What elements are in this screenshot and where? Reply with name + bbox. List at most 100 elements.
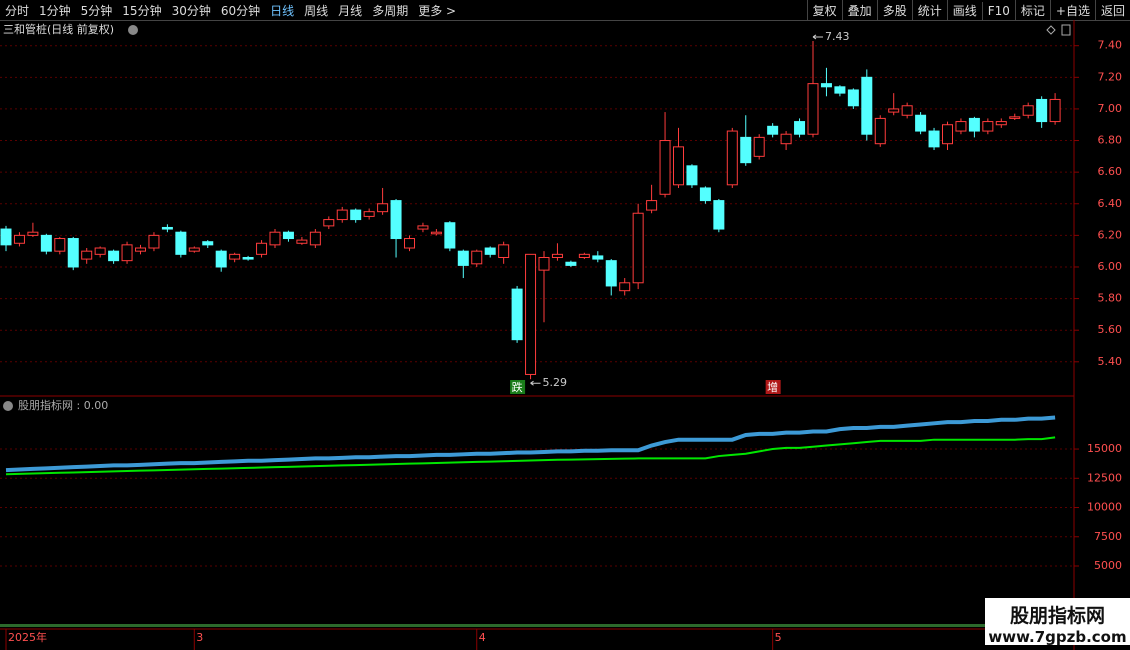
candle-body [269, 231, 281, 246]
x-tick-label: 3 [196, 631, 203, 644]
candle-body [161, 226, 173, 230]
candle-body [578, 253, 590, 258]
indicator-line [5, 436, 1056, 476]
toolbar: 分时 1分钟 5分钟 15分钟 30分钟 60分钟 日线 周线 月线 多周期 更多 > 复权 叠加 多股统… [0, 0, 1130, 21]
toolbar-button[interactable]: 60分钟 [220, 4, 261, 18]
toolbar-button[interactable]: 画线 [946, 0, 982, 21]
candle-body [646, 200, 658, 211]
candle-body [135, 247, 146, 252]
toolbar-button[interactable]: F10 [981, 2, 1015, 20]
candle-body [94, 247, 106, 255]
candle-body [767, 125, 779, 135]
toolbar-button[interactable]: 统计 [911, 0, 947, 21]
candle-body [901, 105, 913, 116]
candle-body [336, 209, 348, 221]
y-tick-label: 6.60 [1098, 165, 1123, 178]
y-tick-label: 5.40 [1098, 355, 1123, 368]
candle-body [592, 255, 604, 260]
toolbar-button[interactable]: 1分钟 [39, 4, 71, 18]
candle-body [27, 231, 39, 236]
extreme-arrow [812, 34, 823, 40]
candle-body [13, 234, 25, 244]
candle-body [686, 165, 698, 186]
watermark-title: 股朋指标网 [1009, 605, 1105, 627]
toolbar-button[interactable]: 多周期 [372, 4, 409, 18]
candle-body [40, 234, 52, 252]
signal-box [765, 380, 781, 394]
candle-body [1036, 98, 1048, 123]
toolbar-button[interactable]: 30分钟 [171, 4, 211, 18]
toolbar-button[interactable]: 5分钟 [80, 4, 113, 18]
candle-body [67, 238, 79, 268]
candle-body [1009, 116, 1021, 119]
toolbar-button[interactable]: 叠加 [841, 0, 877, 21]
candle-body [215, 250, 227, 268]
chart: 5.40 5.60 5.80 6.00 6.20 6.40 6.60 6.80 7.00 7.20… [0, 20, 1130, 650]
candle-body [1022, 105, 1034, 116]
candle-body [242, 256, 254, 260]
toolbar-button[interactable]: 返回 [1094, 0, 1130, 21]
candle-body [108, 250, 120, 262]
candle-body [847, 89, 859, 107]
candle-body [282, 231, 294, 240]
candle-body [498, 244, 510, 258]
volume-strip [0, 624, 1074, 627]
y-tick-label: 7.40 [1098, 39, 1123, 52]
candle-body [794, 121, 806, 135]
toolbar-button[interactable]: 标记 [1014, 0, 1050, 21]
candle-body [202, 241, 214, 246]
candle-body [404, 238, 415, 249]
candle-body [323, 219, 335, 227]
toolbar-button[interactable]: 日线 [270, 4, 295, 18]
candle-body [0, 228, 12, 246]
candle-body [659, 140, 671, 195]
y-tick-label: 5.80 [1098, 292, 1123, 305]
candle-body [471, 250, 483, 265]
toolbar-button[interactable]: 月线 [338, 4, 363, 18]
y-tick-label: 6.20 [1098, 228, 1123, 241]
x-tick-label: 2025年 [8, 630, 47, 644]
candle-body [619, 282, 631, 292]
y-tick-label: 15000 [1087, 442, 1122, 455]
candle-body [820, 83, 832, 88]
candle-body [430, 231, 442, 235]
candle-body [1049, 98, 1061, 123]
candle-body [377, 203, 389, 213]
candle-body [551, 253, 563, 258]
candle-body [982, 121, 994, 132]
candle-body [188, 247, 200, 252]
candle-body [726, 130, 738, 186]
candle-body [713, 200, 725, 230]
candle-body [525, 253, 537, 375]
y-tick-label: 12500 [1087, 471, 1122, 484]
toolbar-button[interactable]: +自选 [1049, 0, 1095, 21]
y-tick-label: 10000 [1087, 501, 1122, 514]
toolbar-button[interactable]: 多股 [876, 0, 912, 21]
extreme-arrow [530, 380, 541, 386]
toolbar-button[interactable]: 复权 [806, 0, 842, 21]
period-tabs: 分时 1分钟 5分钟 15分钟 30分钟 60分钟 日线 周线 月线 多周期 更多 > [0, 0, 1130, 21]
candle-body [565, 261, 577, 266]
candle-body [350, 209, 362, 221]
candle-body [605, 260, 617, 287]
candle-body [175, 231, 187, 255]
toolbar-button[interactable]: 15分钟 [122, 4, 162, 18]
candle-body [955, 121, 967, 132]
x-tick-label: 4 [479, 631, 486, 644]
icon [1046, 25, 1056, 35]
candle-body [753, 136, 765, 157]
candle-body [538, 256, 550, 271]
candle-body [81, 250, 93, 260]
watermark: 股朋指标网 www.7gpzb.com [985, 598, 1130, 646]
candle-body [995, 121, 1007, 126]
x-tick-label: 5 [775, 631, 782, 644]
toolbar-button[interactable]: 周线 [304, 4, 329, 18]
signal-label: 增 [767, 380, 778, 394]
toolbar-button[interactable]: 分时 [5, 4, 30, 18]
candle-body [256, 242, 268, 255]
toolbar-button[interactable]: 更多 > [418, 4, 457, 18]
extreme-label: 7.43 [825, 30, 850, 43]
signal-box [510, 380, 526, 394]
y-tick-label: 6.00 [1098, 260, 1123, 273]
